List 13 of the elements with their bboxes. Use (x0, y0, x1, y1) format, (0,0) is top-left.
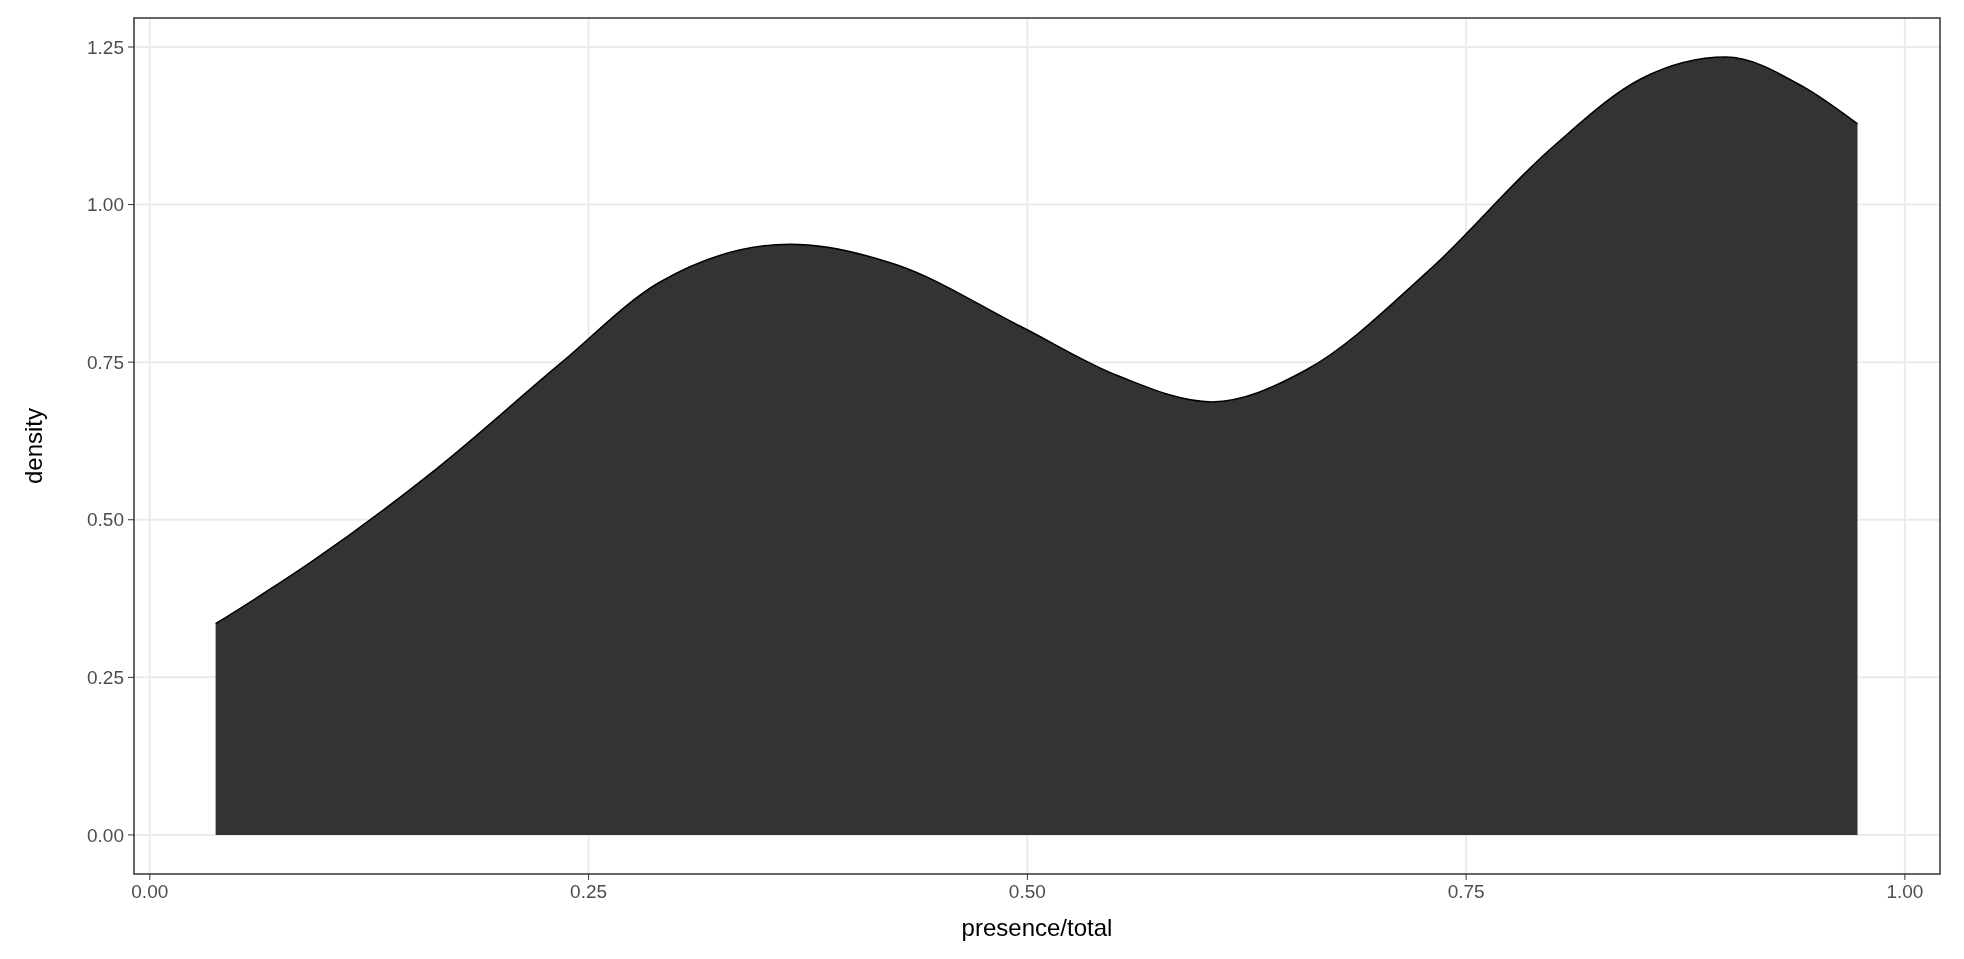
y-tick-label: 1.00 (87, 194, 124, 216)
y-tick-label: 0.75 (87, 351, 124, 373)
y-tick-label: 0.25 (87, 666, 124, 688)
x-tick-label: 1.00 (1886, 881, 1924, 902)
x-axis-title: presence/total (961, 914, 1113, 941)
x-tick-label: 0.75 (1447, 881, 1485, 902)
y-tick-label: 1.25 (87, 36, 124, 58)
x-tick-label: 0.25 (570, 881, 608, 902)
y-tick-label: 0.50 (87, 509, 124, 531)
y-tick-label: 0.00 (87, 824, 124, 846)
x-tick-label: 0.50 (1008, 881, 1046, 902)
y-axis-title: density (20, 407, 47, 485)
x-tick-label: 0.00 (131, 881, 169, 902)
